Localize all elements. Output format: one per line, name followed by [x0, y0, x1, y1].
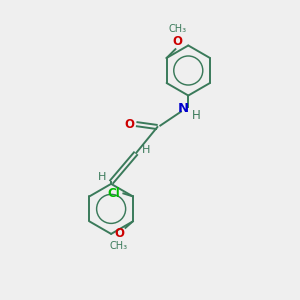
Text: Cl: Cl [107, 187, 120, 200]
Text: O: O [125, 118, 135, 130]
Text: H: H [192, 109, 201, 122]
Text: H: H [98, 172, 106, 182]
Text: CH₃: CH₃ [168, 24, 187, 34]
Text: N: N [177, 102, 188, 115]
Text: H: H [141, 145, 150, 155]
Text: O: O [172, 35, 182, 48]
Text: CH₃: CH₃ [110, 241, 128, 251]
Text: O: O [115, 227, 124, 240]
